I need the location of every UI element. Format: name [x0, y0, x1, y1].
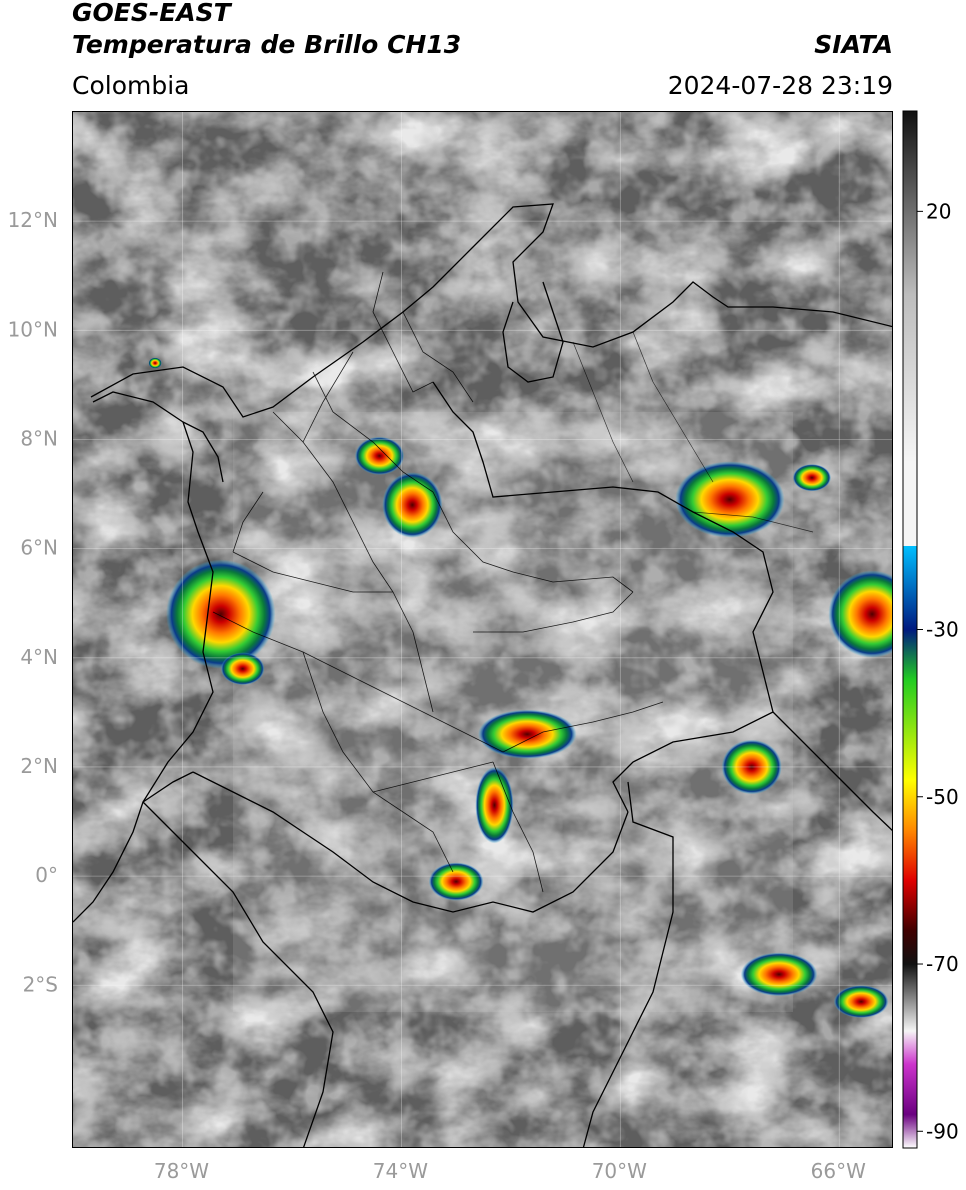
product-title: Temperatura de Brillo CH13 [72, 30, 462, 59]
venezuela-states [572, 331, 814, 533]
lon-tick-label-1: 74°W [373, 1159, 428, 1183]
colorbar-scale [902, 110, 918, 1149]
lon-tick-label-0: 78°W [154, 1159, 209, 1183]
venezuela-brazil-border [772, 711, 892, 831]
lat-tick-label-7: 2°S [23, 972, 58, 996]
lat-tick-label-2: 8°N [20, 426, 58, 450]
lon-tick-label-3: 66°W [811, 1159, 866, 1183]
department-borders [212, 271, 664, 893]
storm-cell-13 [354, 436, 405, 475]
caribbean-coast [90, 203, 892, 418]
storm-cell-10 [833, 985, 889, 1019]
organization-label: SIATA [814, 30, 893, 59]
colombia-panama-border [182, 421, 224, 483]
storm-cell-8 [428, 862, 484, 901]
lat-tick-label-6: 0° [35, 863, 58, 887]
maracaibo-lake [502, 281, 564, 383]
colombia-venezuela-border [432, 381, 774, 813]
region-label: Colombia [72, 71, 190, 100]
convective-storms [148, 357, 892, 1019]
lat-tick-label-1: 10°N [8, 317, 58, 341]
country-borders [73, 203, 892, 1147]
colorbar-tick-label-1: -30 [926, 618, 959, 642]
colorbar: 20 -30 -50 -70 -90 [902, 110, 959, 1149]
storm-cell-11 [220, 652, 265, 686]
colombia-peru-border [192, 771, 629, 913]
lat-tick-label-3: 6°N [20, 536, 58, 560]
colombia-ecuador-border [142, 771, 194, 803]
lon-tick-label-2: 70°W [592, 1159, 647, 1183]
colorbar-tick-label-4: -90 [926, 1119, 959, 1143]
colorbar-tick-label-3: -70 [926, 952, 959, 976]
storm-cell-4 [721, 739, 782, 795]
storm-cell-7 [475, 766, 514, 844]
lat-tick-label-5: 2°N [20, 754, 58, 778]
storm-cell-5 [828, 570, 892, 658]
satellite-title: GOES-EAST [72, 0, 231, 27]
satellite-map [72, 111, 893, 1148]
colorbar-tick-label-2: -50 [926, 785, 959, 809]
storm-cell-0 [382, 472, 443, 538]
map-canvas [73, 112, 892, 1147]
storm-cell-6 [478, 709, 577, 759]
storm-cell-2 [675, 461, 785, 538]
storm-cell-1 [166, 559, 276, 669]
graticule [73, 112, 892, 1147]
lat-tick-label-4: 4°N [20, 645, 58, 669]
storm-cell-9 [740, 952, 818, 997]
storm-cell-12 [148, 357, 162, 369]
colombia-brazil-border [582, 781, 674, 1147]
timestamp-label: 2024-07-28 23:19 [667, 71, 893, 100]
peru-ecuador-border [142, 801, 334, 1147]
colorbar-tick-label-0: 20 [926, 199, 951, 223]
lat-tick-label-0: 12°N [8, 208, 58, 232]
pacific-coast [73, 391, 214, 923]
storm-cell-3 [792, 464, 832, 492]
